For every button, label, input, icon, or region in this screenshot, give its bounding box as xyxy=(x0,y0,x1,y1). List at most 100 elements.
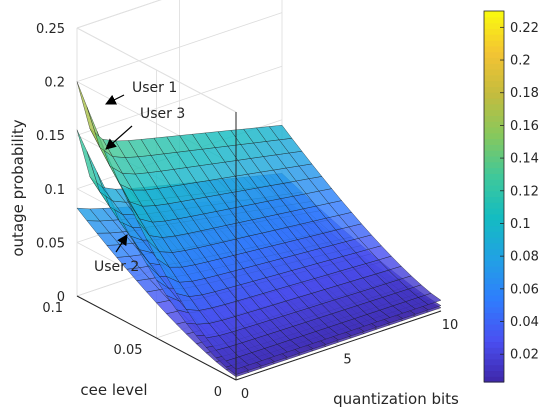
annotation-arrow xyxy=(115,234,128,253)
colorbar-segment xyxy=(484,271,504,279)
grid-line xyxy=(76,12,283,82)
colorbar-segment xyxy=(484,80,504,87)
colorbar-segment xyxy=(484,341,504,348)
colorbar-tick-label: 0.18 xyxy=(510,86,539,101)
colorbar-segment xyxy=(484,132,504,140)
colorbar-segment xyxy=(484,231,504,238)
colorbar-segment xyxy=(484,300,504,308)
colorbar-segment xyxy=(484,115,504,122)
colorbar-segment xyxy=(484,138,504,145)
colorbar-segment xyxy=(484,97,504,105)
colorbar-segment xyxy=(484,16,504,24)
colorbar-segment xyxy=(484,34,504,41)
colorbar-segment xyxy=(484,213,504,221)
colorbar-segment xyxy=(484,202,504,209)
colorbar-tick-label: 0.2 xyxy=(510,54,531,69)
box-edge xyxy=(76,27,237,113)
z-tick-label: 0.05 xyxy=(36,236,65,251)
colorbar-segment xyxy=(484,347,504,354)
annotation-label: User 2 xyxy=(94,259,139,275)
box-edge xyxy=(76,0,162,29)
x-axis-label: quantization bits xyxy=(333,390,459,408)
colorbar-segment xyxy=(484,190,504,198)
y-tick-label: 0.05 xyxy=(114,343,143,358)
colorbar-segment xyxy=(484,318,504,325)
colorbar-segment xyxy=(484,277,504,285)
x-tick-label: 5 xyxy=(343,353,351,368)
annotation-arrow xyxy=(105,125,133,150)
colorbar-segment xyxy=(484,295,504,302)
colorbar-segment xyxy=(484,260,504,267)
colorbar-segment xyxy=(484,219,504,227)
colorbar-segment xyxy=(484,312,504,319)
y-tick-label: 0 xyxy=(214,385,222,400)
colorbar-segment xyxy=(484,11,504,18)
colorbar-segment xyxy=(484,248,504,256)
axes-box-front xyxy=(76,112,442,381)
colorbar-tick-label: 0.04 xyxy=(510,315,539,330)
colorbar: 0.02 0.04 0.06 0.08 0.1 0.12 0.14 0.16 0.18 0.2 0.… xyxy=(483,10,539,383)
colorbar-tick-label: 0.12 xyxy=(510,184,539,199)
colorbar-segment xyxy=(484,242,504,250)
colorbar-segment xyxy=(484,150,504,157)
colorbar-tick-label: 0.16 xyxy=(510,119,539,134)
colorbar-segment xyxy=(484,74,504,82)
x-tick-label: 10 xyxy=(442,318,459,333)
y-axis-line xyxy=(76,295,237,381)
colorbar-tick-label: 0.06 xyxy=(510,282,539,297)
colorbar-segment xyxy=(484,92,504,99)
colorbar-segment xyxy=(484,283,504,290)
colorbar-segment xyxy=(484,51,504,58)
colorbar-segment xyxy=(484,121,504,128)
y-tick-label: 0.1 xyxy=(42,301,63,316)
colorbar-segment xyxy=(484,179,504,186)
surface-cell xyxy=(76,81,101,148)
colorbar-segment xyxy=(484,364,504,372)
colorbar-segment xyxy=(484,324,504,331)
colorbar-tick-label: 0.14 xyxy=(510,152,539,167)
colorbar-segment xyxy=(484,329,504,337)
colorbar-segment xyxy=(484,306,504,314)
x-axis-line xyxy=(235,310,442,381)
y-axis-label: cee level xyxy=(80,381,147,399)
colorbar-segment xyxy=(484,22,504,29)
z-tick-label: 0.1 xyxy=(44,183,65,198)
colorbar-segment xyxy=(484,289,504,296)
colorbar-segment xyxy=(484,144,504,151)
colorbar-segment xyxy=(484,45,504,53)
colorbar-segment xyxy=(484,196,504,203)
colorbar-segment xyxy=(484,353,504,360)
annotation-arrow xyxy=(105,94,125,105)
colorbar-segment xyxy=(484,173,504,180)
colorbar-segment xyxy=(484,57,504,64)
colorbar-segment xyxy=(484,208,504,215)
colorbar-segment xyxy=(484,126,504,134)
colorbar-segment xyxy=(484,358,504,366)
colorbar-segment xyxy=(484,254,504,261)
colorbar-tick-label: 0.08 xyxy=(510,250,539,265)
annotation-label: User 3 xyxy=(140,106,185,122)
colorbar-segment xyxy=(484,155,504,163)
colorbar-segment xyxy=(484,184,504,192)
colorbar-segment xyxy=(484,167,504,174)
annotation-label: User 1 xyxy=(132,80,177,96)
colorbar-segment xyxy=(484,86,504,93)
x-tick-label: 0 xyxy=(241,387,249,402)
z-tick-label: 0.2 xyxy=(44,76,65,91)
colorbar-segment xyxy=(484,161,504,169)
colorbar-segment xyxy=(484,237,504,244)
colorbar-tick-label: 0.22 xyxy=(510,21,539,36)
colorbar-segment xyxy=(484,376,504,383)
z-axis-label: outage probability xyxy=(9,119,27,256)
colorbar-segment xyxy=(484,103,504,111)
colorbar-segment xyxy=(484,370,504,377)
z-tick-label: 0 xyxy=(57,290,65,305)
colorbar-segment xyxy=(484,68,504,76)
colorbar-segment xyxy=(484,28,504,35)
surface-cell xyxy=(76,207,101,222)
colorbar-segment xyxy=(484,63,504,70)
annotations: User 1 User 3 User 2 xyxy=(94,80,185,275)
colorbar-segment xyxy=(484,266,504,273)
